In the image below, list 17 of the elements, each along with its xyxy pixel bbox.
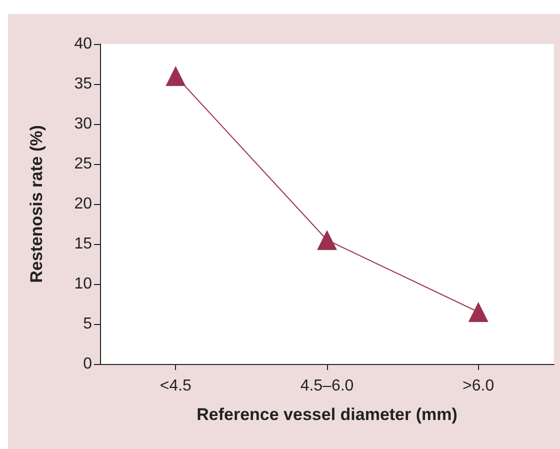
y-tick-label: 15 [74, 236, 92, 252]
point [166, 66, 186, 86]
y-tick-label: 0 [83, 356, 92, 372]
y-tick-label: 25 [74, 156, 92, 172]
y-tick-label: 20 [74, 196, 92, 212]
point [317, 230, 337, 250]
x-tick-label: <4.5 [160, 378, 192, 394]
y-tick-label: 40 [74, 36, 92, 52]
x-axis-title: Reference vessel diameter (mm) [196, 405, 458, 424]
y-tick-label: 10 [74, 276, 92, 292]
x-tick-label: 4.5–6.0 [300, 378, 354, 394]
point [468, 302, 488, 322]
x-tick-label: >6.0 [462, 378, 494, 394]
y-tick-label: 30 [74, 116, 92, 132]
y-axis-title: Restenosis rate (%) [27, 125, 46, 283]
y-tick-label: 5 [83, 316, 92, 332]
y-tick-label: 35 [74, 76, 92, 92]
